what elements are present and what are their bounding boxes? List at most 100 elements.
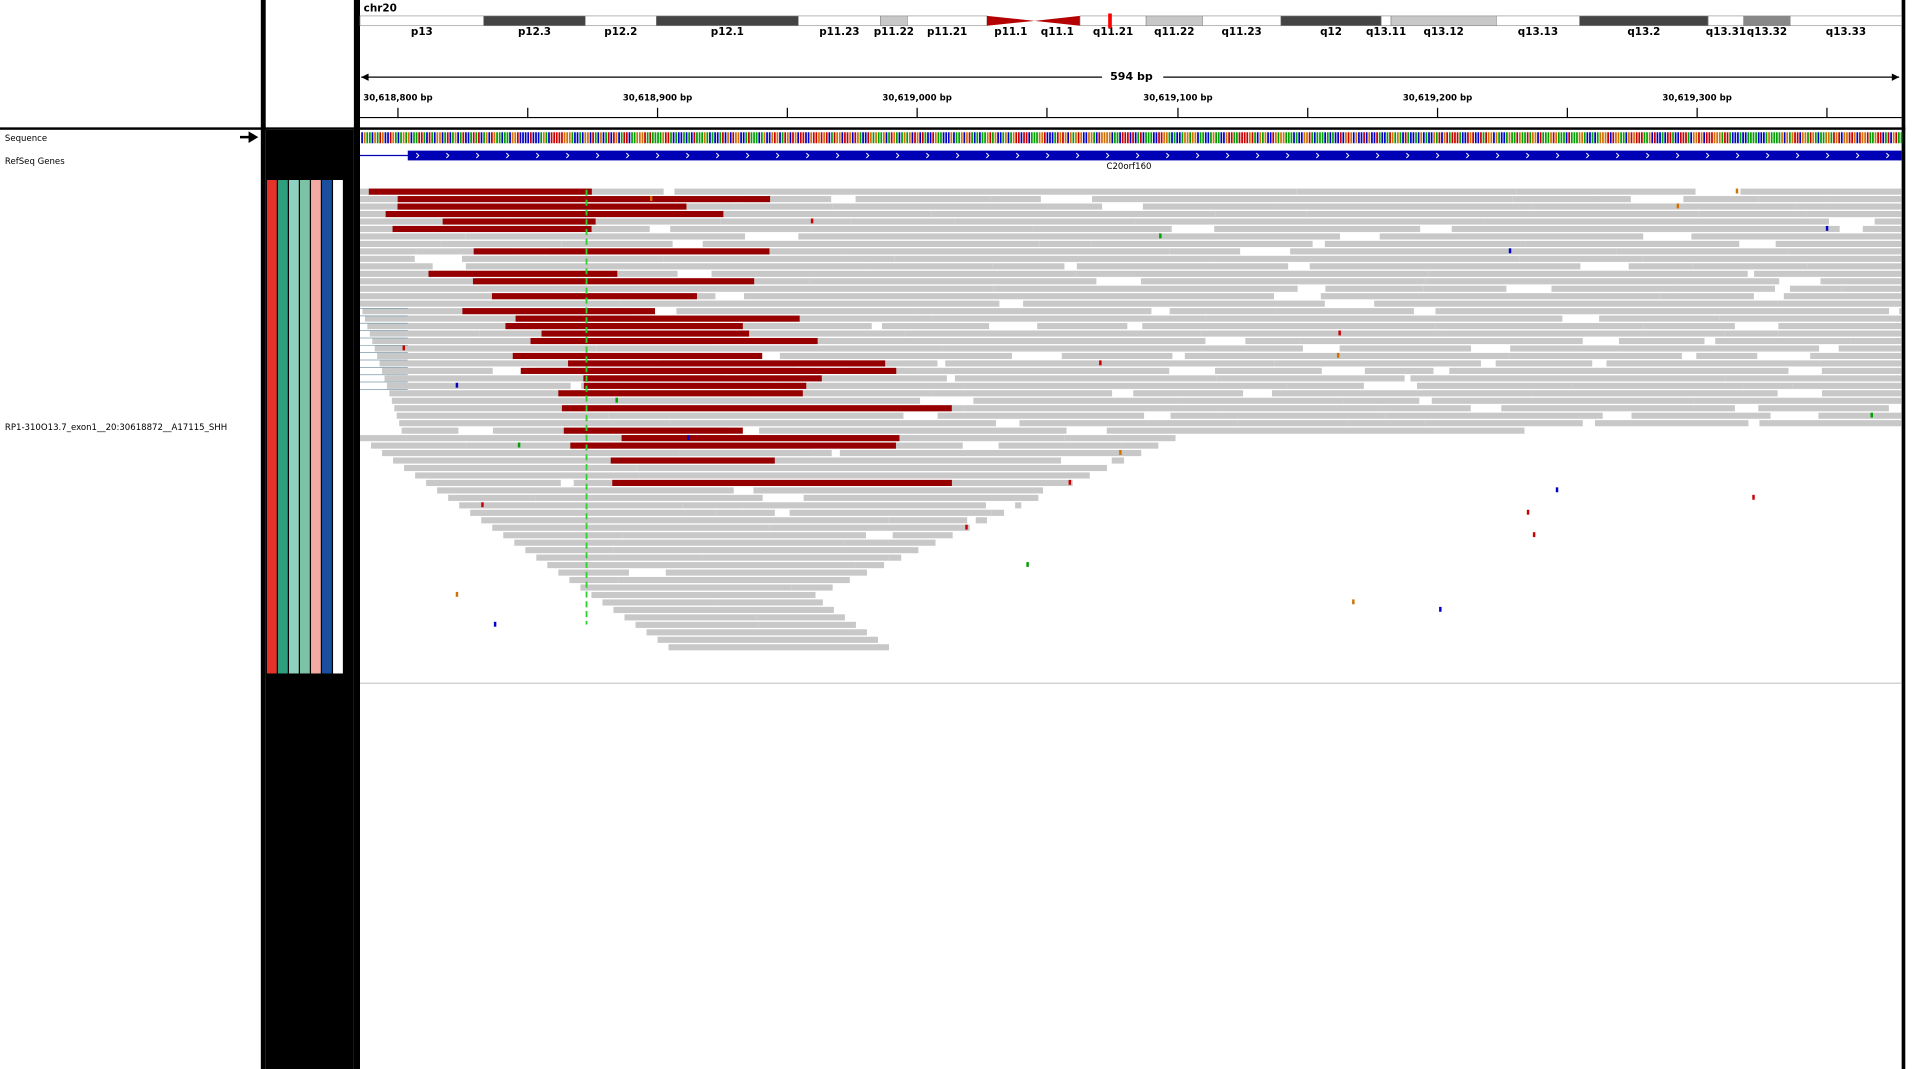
base — [1550, 132, 1552, 144]
base — [1729, 132, 1731, 144]
base — [493, 132, 496, 144]
base — [1417, 132, 1420, 144]
mismatch — [402, 345, 405, 351]
base — [1038, 132, 1041, 144]
strand-arrow[interactable] — [240, 131, 259, 143]
read — [733, 644, 873, 651]
read — [1519, 255, 1643, 262]
base — [1648, 132, 1651, 144]
strand-chevron — [415, 152, 420, 159]
band-label: q13.11 — [1366, 26, 1406, 38]
mismatch — [1735, 188, 1739, 194]
read — [1810, 352, 1902, 360]
strand-chevron — [1135, 152, 1140, 159]
read — [1019, 420, 1238, 427]
cytoband — [1707, 15, 1744, 27]
base — [1381, 132, 1384, 144]
read — [694, 315, 932, 322]
base — [1456, 132, 1459, 144]
soft-clip-read — [505, 323, 743, 330]
read — [1516, 210, 1699, 218]
base — [1840, 132, 1843, 144]
base — [1757, 132, 1760, 144]
base — [846, 132, 849, 144]
base — [877, 132, 880, 144]
base — [735, 132, 737, 144]
base — [1259, 132, 1262, 144]
strand-chevron — [505, 152, 510, 159]
base — [597, 132, 600, 144]
base — [823, 132, 826, 144]
read — [1372, 360, 1481, 367]
read — [702, 240, 1040, 247]
read — [848, 367, 1170, 374]
mismatch — [1338, 330, 1341, 336]
strand-chevron — [715, 152, 720, 159]
base — [1030, 132, 1033, 144]
base — [1760, 132, 1763, 144]
attribute-cell — [322, 180, 332, 674]
read — [1818, 412, 1902, 419]
read — [1618, 337, 1705, 345]
base — [548, 132, 550, 144]
base — [1298, 132, 1301, 144]
base — [1316, 132, 1319, 144]
track-name: RP1-310O13.7_exon1__20:30618872__A17115_… — [5, 423, 227, 433]
base — [857, 132, 859, 144]
base — [405, 132, 408, 144]
read — [1530, 308, 1890, 315]
mismatch — [1870, 412, 1873, 418]
base — [1368, 132, 1371, 144]
read — [1509, 352, 1682, 360]
base — [1638, 132, 1641, 144]
base — [454, 132, 457, 144]
read — [582, 502, 683, 509]
base — [1202, 132, 1205, 144]
centromere — [986, 15, 1035, 26]
base — [1155, 132, 1158, 144]
base — [472, 132, 475, 144]
base — [545, 132, 548, 144]
base — [1088, 132, 1090, 144]
base — [690, 132, 693, 144]
base — [1552, 132, 1555, 144]
base — [1238, 132, 1241, 144]
base — [1672, 132, 1674, 144]
read — [942, 345, 1303, 352]
base — [1646, 132, 1648, 144]
read — [1111, 457, 1125, 464]
base — [883, 132, 885, 144]
base — [1685, 132, 1687, 144]
read — [636, 464, 962, 472]
read — [711, 270, 1077, 277]
band-label: p11.23 — [819, 26, 859, 38]
base — [509, 132, 511, 144]
base — [1267, 132, 1269, 144]
read — [1789, 285, 1842, 292]
base — [496, 132, 498, 144]
base — [719, 132, 722, 144]
base — [992, 132, 994, 144]
base — [1620, 132, 1622, 144]
base — [542, 132, 545, 144]
base — [1718, 132, 1721, 144]
band-label: q11.23 — [1221, 26, 1261, 38]
read — [1874, 218, 1902, 225]
base — [1799, 132, 1802, 144]
read — [1821, 367, 1902, 374]
read — [668, 644, 734, 651]
base — [999, 132, 1002, 144]
base — [1770, 132, 1773, 144]
base — [880, 132, 883, 144]
base — [361, 132, 363, 144]
soft-clip-read — [491, 293, 697, 300]
base — [475, 132, 478, 144]
read — [963, 405, 1218, 412]
base — [568, 132, 571, 144]
base — [742, 132, 745, 144]
read — [789, 509, 992, 516]
base — [1820, 132, 1822, 144]
read — [1743, 382, 1793, 389]
base — [366, 132, 369, 144]
read — [1551, 285, 1678, 292]
